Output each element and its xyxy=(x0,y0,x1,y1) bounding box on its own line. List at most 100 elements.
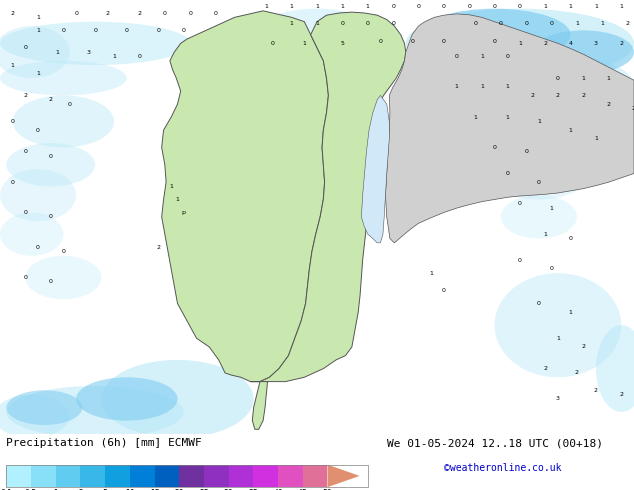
Ellipse shape xyxy=(0,169,76,221)
Text: 1: 1 xyxy=(474,115,477,120)
Ellipse shape xyxy=(501,195,577,239)
Bar xyxy=(31,465,56,487)
Text: 2: 2 xyxy=(23,93,27,98)
Bar xyxy=(179,465,204,487)
Bar xyxy=(229,465,254,487)
Text: 2: 2 xyxy=(106,10,110,16)
Ellipse shape xyxy=(507,104,609,156)
Ellipse shape xyxy=(13,96,114,147)
Ellipse shape xyxy=(418,9,571,61)
Text: 1: 1 xyxy=(36,71,40,76)
Text: 0: 0 xyxy=(518,4,522,9)
Text: 1: 1 xyxy=(480,84,484,89)
Bar xyxy=(278,465,303,487)
Text: 1: 1 xyxy=(575,22,579,26)
Text: 0: 0 xyxy=(366,22,370,26)
Text: 0: 0 xyxy=(455,54,458,59)
Bar xyxy=(303,465,328,487)
Text: 5: 5 xyxy=(340,41,344,46)
Text: 0: 0 xyxy=(49,279,53,284)
Text: 2: 2 xyxy=(619,392,623,397)
Text: 1: 1 xyxy=(36,28,40,33)
Bar xyxy=(6,465,31,487)
Text: 1: 1 xyxy=(340,4,344,9)
Text: 0: 0 xyxy=(11,119,15,124)
Text: 0: 0 xyxy=(550,22,553,26)
Text: 0: 0 xyxy=(556,75,560,80)
Text: 0: 0 xyxy=(417,4,420,9)
Text: 1: 1 xyxy=(480,54,484,59)
Text: 0: 0 xyxy=(61,28,65,33)
Text: 2: 2 xyxy=(607,101,611,107)
Text: 1: 1 xyxy=(176,197,179,202)
Polygon shape xyxy=(385,14,634,243)
Polygon shape xyxy=(250,12,406,382)
Bar xyxy=(105,465,130,487)
Text: 0: 0 xyxy=(93,28,97,33)
Text: 0: 0 xyxy=(493,4,496,9)
Ellipse shape xyxy=(488,147,590,199)
Text: 1: 1 xyxy=(36,15,40,20)
Bar xyxy=(130,465,155,487)
Text: 1: 1 xyxy=(619,4,623,9)
Text: 1: 1 xyxy=(543,232,547,237)
Text: 1: 1 xyxy=(569,4,573,9)
Text: 1: 1 xyxy=(518,41,522,46)
Ellipse shape xyxy=(533,30,634,74)
Text: 0: 0 xyxy=(550,267,553,271)
Text: 1: 1 xyxy=(429,270,433,276)
Text: 0: 0 xyxy=(68,101,72,107)
Text: 0: 0 xyxy=(505,54,509,59)
Text: 2: 2 xyxy=(626,22,630,26)
Ellipse shape xyxy=(0,394,70,438)
Text: 0: 0 xyxy=(61,249,65,254)
Text: 1: 1 xyxy=(569,127,573,133)
Text: 0: 0 xyxy=(36,127,40,133)
Text: 0: 0 xyxy=(537,180,541,185)
Ellipse shape xyxy=(298,26,399,78)
Text: 0: 0 xyxy=(125,28,129,33)
Text: 1: 1 xyxy=(594,4,598,9)
Text: 0: 0 xyxy=(23,149,27,154)
Bar xyxy=(56,465,81,487)
Text: 0: 0 xyxy=(163,10,167,16)
Text: 0: 0 xyxy=(537,301,541,306)
Text: 1: 1 xyxy=(302,41,306,46)
Text: 1: 1 xyxy=(112,54,116,59)
Bar xyxy=(155,465,179,487)
Text: 0: 0 xyxy=(524,22,528,26)
Text: 0: 0 xyxy=(214,10,217,16)
Text: 2: 2 xyxy=(11,10,15,16)
Text: 1: 1 xyxy=(315,4,319,9)
Text: 1: 1 xyxy=(600,22,604,26)
Text: 0: 0 xyxy=(378,39,382,44)
Text: 2: 2 xyxy=(543,366,547,371)
Text: 2: 2 xyxy=(138,10,141,16)
Ellipse shape xyxy=(596,325,634,412)
Text: 0: 0 xyxy=(524,149,528,154)
Text: 0: 0 xyxy=(36,245,40,250)
Text: 0: 0 xyxy=(23,45,27,50)
Text: 1: 1 xyxy=(55,49,59,54)
Text: 1: 1 xyxy=(169,184,173,189)
Text: 1: 1 xyxy=(607,75,611,80)
Ellipse shape xyxy=(6,386,184,438)
Text: 2: 2 xyxy=(556,93,560,98)
Text: 2: 2 xyxy=(581,93,585,98)
Text: 3: 3 xyxy=(594,41,598,46)
Text: 1: 1 xyxy=(550,206,553,211)
Text: 1: 1 xyxy=(290,22,294,26)
Text: 0: 0 xyxy=(391,4,395,9)
Text: 1: 1 xyxy=(505,115,509,120)
Ellipse shape xyxy=(101,360,254,438)
Text: 0: 0 xyxy=(11,180,15,185)
Text: 0: 0 xyxy=(493,145,496,150)
Text: 0: 0 xyxy=(505,171,509,176)
Text: 1: 1 xyxy=(290,4,294,9)
Text: 1: 1 xyxy=(11,63,15,68)
Text: 1: 1 xyxy=(594,136,598,141)
Text: 2: 2 xyxy=(157,245,160,250)
Text: 2: 2 xyxy=(619,41,623,46)
Text: Precipitation (6h) [mm] ECMWF: Precipitation (6h) [mm] ECMWF xyxy=(6,438,202,448)
Text: 2: 2 xyxy=(49,97,53,102)
